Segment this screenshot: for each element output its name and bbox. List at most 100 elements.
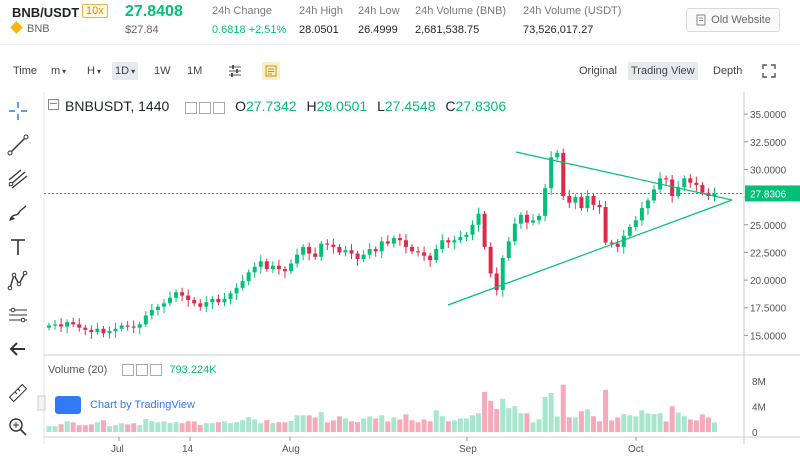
candle-body xyxy=(506,241,511,258)
legend-collapse-icon[interactable] xyxy=(48,99,59,110)
fullscreen-chart-icon[interactable] xyxy=(262,62,280,80)
volume-bar xyxy=(161,421,167,432)
candle-body xyxy=(494,273,499,291)
candle-body xyxy=(216,298,221,303)
prediction-tool-icon[interactable] xyxy=(7,304,29,326)
volume-bar xyxy=(675,412,681,432)
volume-bar xyxy=(584,409,590,432)
eye-icon[interactable] xyxy=(185,102,198,115)
candle-body xyxy=(307,246,312,254)
close-icon[interactable] xyxy=(213,102,226,115)
crosshair-icon[interactable] xyxy=(7,100,29,122)
candle-body xyxy=(149,309,154,316)
chart-legend: BNBUSDT, 1440 O27.7342 H28.0501 L27.4548… xyxy=(48,98,506,115)
brush-icon[interactable] xyxy=(7,202,29,224)
candle-body xyxy=(512,223,517,242)
candle-body xyxy=(119,325,124,329)
candle-body xyxy=(373,249,378,252)
stat-value-high: 28.0501 xyxy=(299,24,339,36)
volume-bar xyxy=(113,425,119,432)
trend-line-icon[interactable] xyxy=(7,134,29,156)
legend-symbol: BNBUSDT, 1440 xyxy=(65,98,170,114)
candle-body xyxy=(264,261,269,270)
volume-bar xyxy=(693,420,699,432)
candle-body xyxy=(518,214,523,224)
volume-bar xyxy=(657,413,663,432)
close-icon[interactable] xyxy=(150,364,163,377)
stat-value-change: 0.6818 +2.51% xyxy=(212,24,287,36)
depth-chart-tab[interactable]: Depth xyxy=(713,65,743,77)
candle-body xyxy=(645,200,650,209)
candle-body xyxy=(524,214,529,223)
volume-bar xyxy=(639,410,645,432)
time-button[interactable]: Time xyxy=(13,65,38,77)
price-tick-label: 17.5000 xyxy=(750,304,787,315)
candle-body xyxy=(71,322,76,325)
candle-body xyxy=(694,182,699,185)
candle-body xyxy=(101,328,106,334)
expand-icon[interactable] xyxy=(760,62,778,80)
volume-bar xyxy=(282,422,288,432)
legend-low-label: L xyxy=(377,98,385,114)
candle-body xyxy=(258,261,263,267)
interval-1d-dropdown[interactable]: 1D ▾ xyxy=(112,62,139,80)
volume-bar xyxy=(300,415,306,432)
candle-body xyxy=(222,298,227,303)
volume-bar xyxy=(415,422,421,432)
candle-body xyxy=(567,196,572,203)
chart-toolbar: Time m ▾ H ▾ 1D ▾ 1W 1M Original Trading Vi… xyxy=(0,58,800,82)
volume-bar xyxy=(228,423,233,432)
interval-1m-button[interactable]: 1M xyxy=(187,65,203,77)
candle-body xyxy=(343,250,348,253)
stat-label-high: 24h High xyxy=(299,5,344,17)
volume-bar xyxy=(512,406,518,432)
original-chart-tab[interactable]: Original xyxy=(579,65,617,77)
volume-bar xyxy=(379,415,385,432)
candle-body xyxy=(331,244,336,247)
old-website-button[interactable]: Old Website xyxy=(686,8,780,32)
candle-body xyxy=(676,187,681,196)
tradingview-chart-tab[interactable]: Trading View xyxy=(628,62,698,80)
volume-bar xyxy=(246,417,252,432)
pitchfork-icon[interactable] xyxy=(7,168,29,190)
volume-bar xyxy=(191,421,197,432)
volume-legend: Volume (20) 793.224K xyxy=(48,364,217,377)
back-arrow-icon[interactable] xyxy=(7,338,29,360)
candle-body xyxy=(627,226,632,236)
settings-icon[interactable] xyxy=(136,364,149,377)
ruler-icon[interactable] xyxy=(7,382,29,404)
volume-bar xyxy=(288,421,294,432)
indicator-settings-icon[interactable] xyxy=(226,62,244,80)
hour-interval-dropdown[interactable]: H ▾ xyxy=(84,62,104,80)
volume-bar xyxy=(572,417,578,432)
candle-body xyxy=(555,152,560,158)
stat-value-volume-usdt: 73,526,017.27 xyxy=(523,24,594,36)
volume-bar xyxy=(100,420,106,432)
chevron-down-icon: ▾ xyxy=(62,67,67,76)
eye-icon[interactable] xyxy=(122,364,135,377)
volume-tick-label: 4M xyxy=(752,403,766,414)
zoom-in-icon[interactable] xyxy=(7,416,29,438)
text-tool-icon[interactable] xyxy=(7,236,29,258)
settings-icon[interactable] xyxy=(199,102,212,115)
candle-body xyxy=(670,179,675,196)
volume-bar xyxy=(355,422,361,432)
volume-bar xyxy=(409,420,415,432)
price-tick-label: 25.0000 xyxy=(750,221,787,232)
minute-label: m xyxy=(51,65,61,77)
volume-bar xyxy=(82,425,88,432)
legend-close-label: C xyxy=(445,98,456,114)
stat-label-volume-bnb: 24h Volume (BNB) xyxy=(415,5,507,17)
candle-body xyxy=(131,326,136,328)
tradingview-logo-text: Chart by TradingView xyxy=(90,399,195,411)
volume-bar xyxy=(506,408,512,432)
tradingview-logo[interactable]: Chart by TradingView xyxy=(55,396,195,414)
volume-bar xyxy=(125,424,131,432)
pattern-tool-icon[interactable] xyxy=(7,270,29,292)
interval-1w-button[interactable]: 1W xyxy=(154,65,171,77)
minute-interval-dropdown[interactable]: m ▾ xyxy=(48,62,69,80)
pair-name[interactable]: BNB/USDT xyxy=(12,5,80,20)
volume-bar xyxy=(373,418,379,432)
candle-body xyxy=(186,295,191,300)
